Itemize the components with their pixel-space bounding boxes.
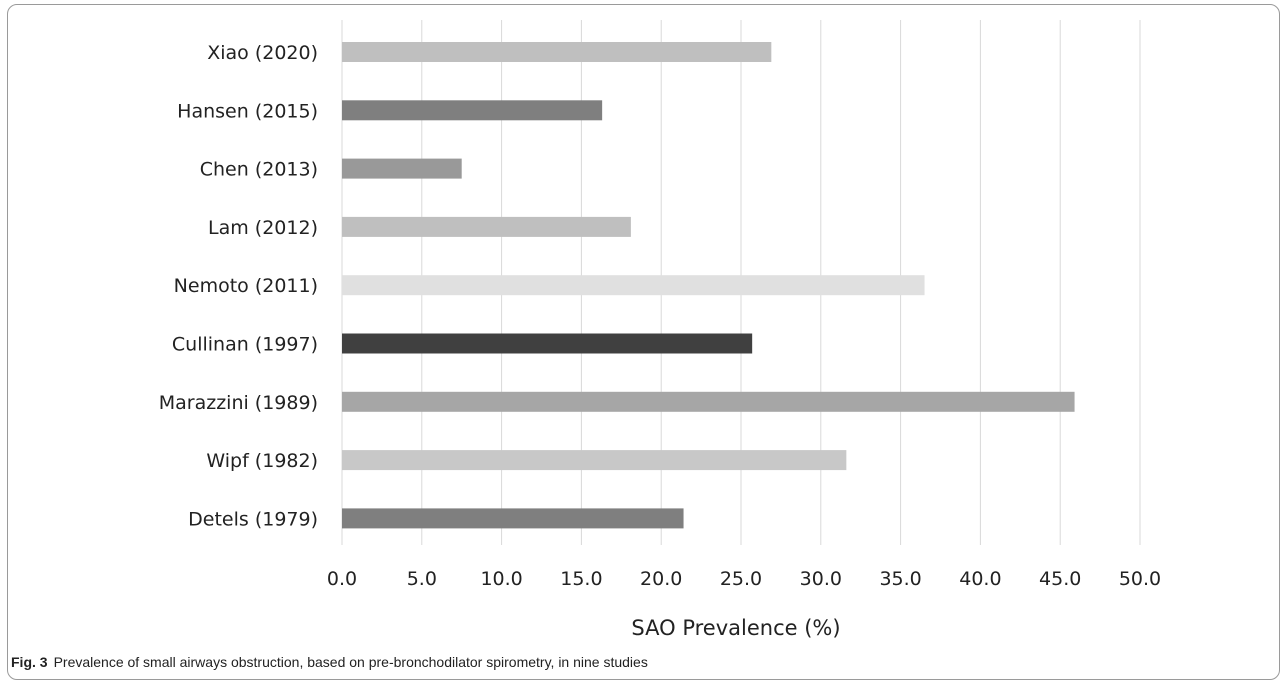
x-tick-labels: 0.0 5.0 10.0 15.0 20.0 25.0 30.0 35.0 40.0 45.0 50…	[327, 568, 1161, 590]
category-label: Xiao (2020)	[207, 42, 318, 64]
category-labels: Xiao (2020) Hansen (2015) Chen (2013) Lam (…	[159, 42, 318, 530]
figure-caption: Fig. 3 Prevalence of small airways obstru…	[11, 654, 648, 670]
x-tick-label: 10.0	[480, 568, 522, 590]
category-label: Wipf (1982)	[206, 450, 318, 472]
x-tick-label: 0.0	[327, 568, 357, 590]
bar-chart: Xiao (2020) Hansen (2015) Chen (2013) Lam (…	[159, 20, 1161, 640]
figure-frame	[7, 4, 1280, 680]
bar	[342, 333, 753, 354]
x-tick-label: 35.0	[879, 568, 921, 590]
category-label: Chen (2013)	[200, 159, 318, 181]
bar	[342, 450, 847, 471]
category-label: Cullinan (1997)	[172, 334, 318, 356]
x-tick-label: 50.0	[1119, 568, 1161, 590]
category-label: Lam (2012)	[208, 217, 318, 239]
x-axis-title: SAO Prevalence (%)	[631, 616, 840, 640]
category-label: Detels (1979)	[188, 508, 318, 530]
bar	[342, 100, 603, 121]
bar	[342, 275, 925, 296]
bars	[342, 42, 1075, 529]
bar	[342, 42, 772, 62]
bar	[342, 216, 631, 237]
caption-text: Prevalence of small airways obstruction,…	[53, 654, 648, 670]
x-tick-label: 15.0	[560, 568, 602, 590]
category-label: Marazzini (1989)	[159, 392, 318, 414]
bar	[342, 158, 462, 179]
category-label: Hansen (2015)	[177, 100, 318, 122]
x-tick-label: 40.0	[959, 568, 1001, 590]
bar	[342, 508, 684, 529]
x-tick-label: 25.0	[720, 568, 762, 590]
x-tick-label: 5.0	[407, 568, 437, 590]
bar	[342, 391, 1075, 412]
x-tick-label: 45.0	[1039, 568, 1081, 590]
category-label: Nemoto (2011)	[174, 275, 318, 297]
x-tick-label: 30.0	[800, 568, 842, 590]
figure-label: Fig. 3	[11, 654, 48, 670]
x-tick-label: 20.0	[640, 568, 682, 590]
